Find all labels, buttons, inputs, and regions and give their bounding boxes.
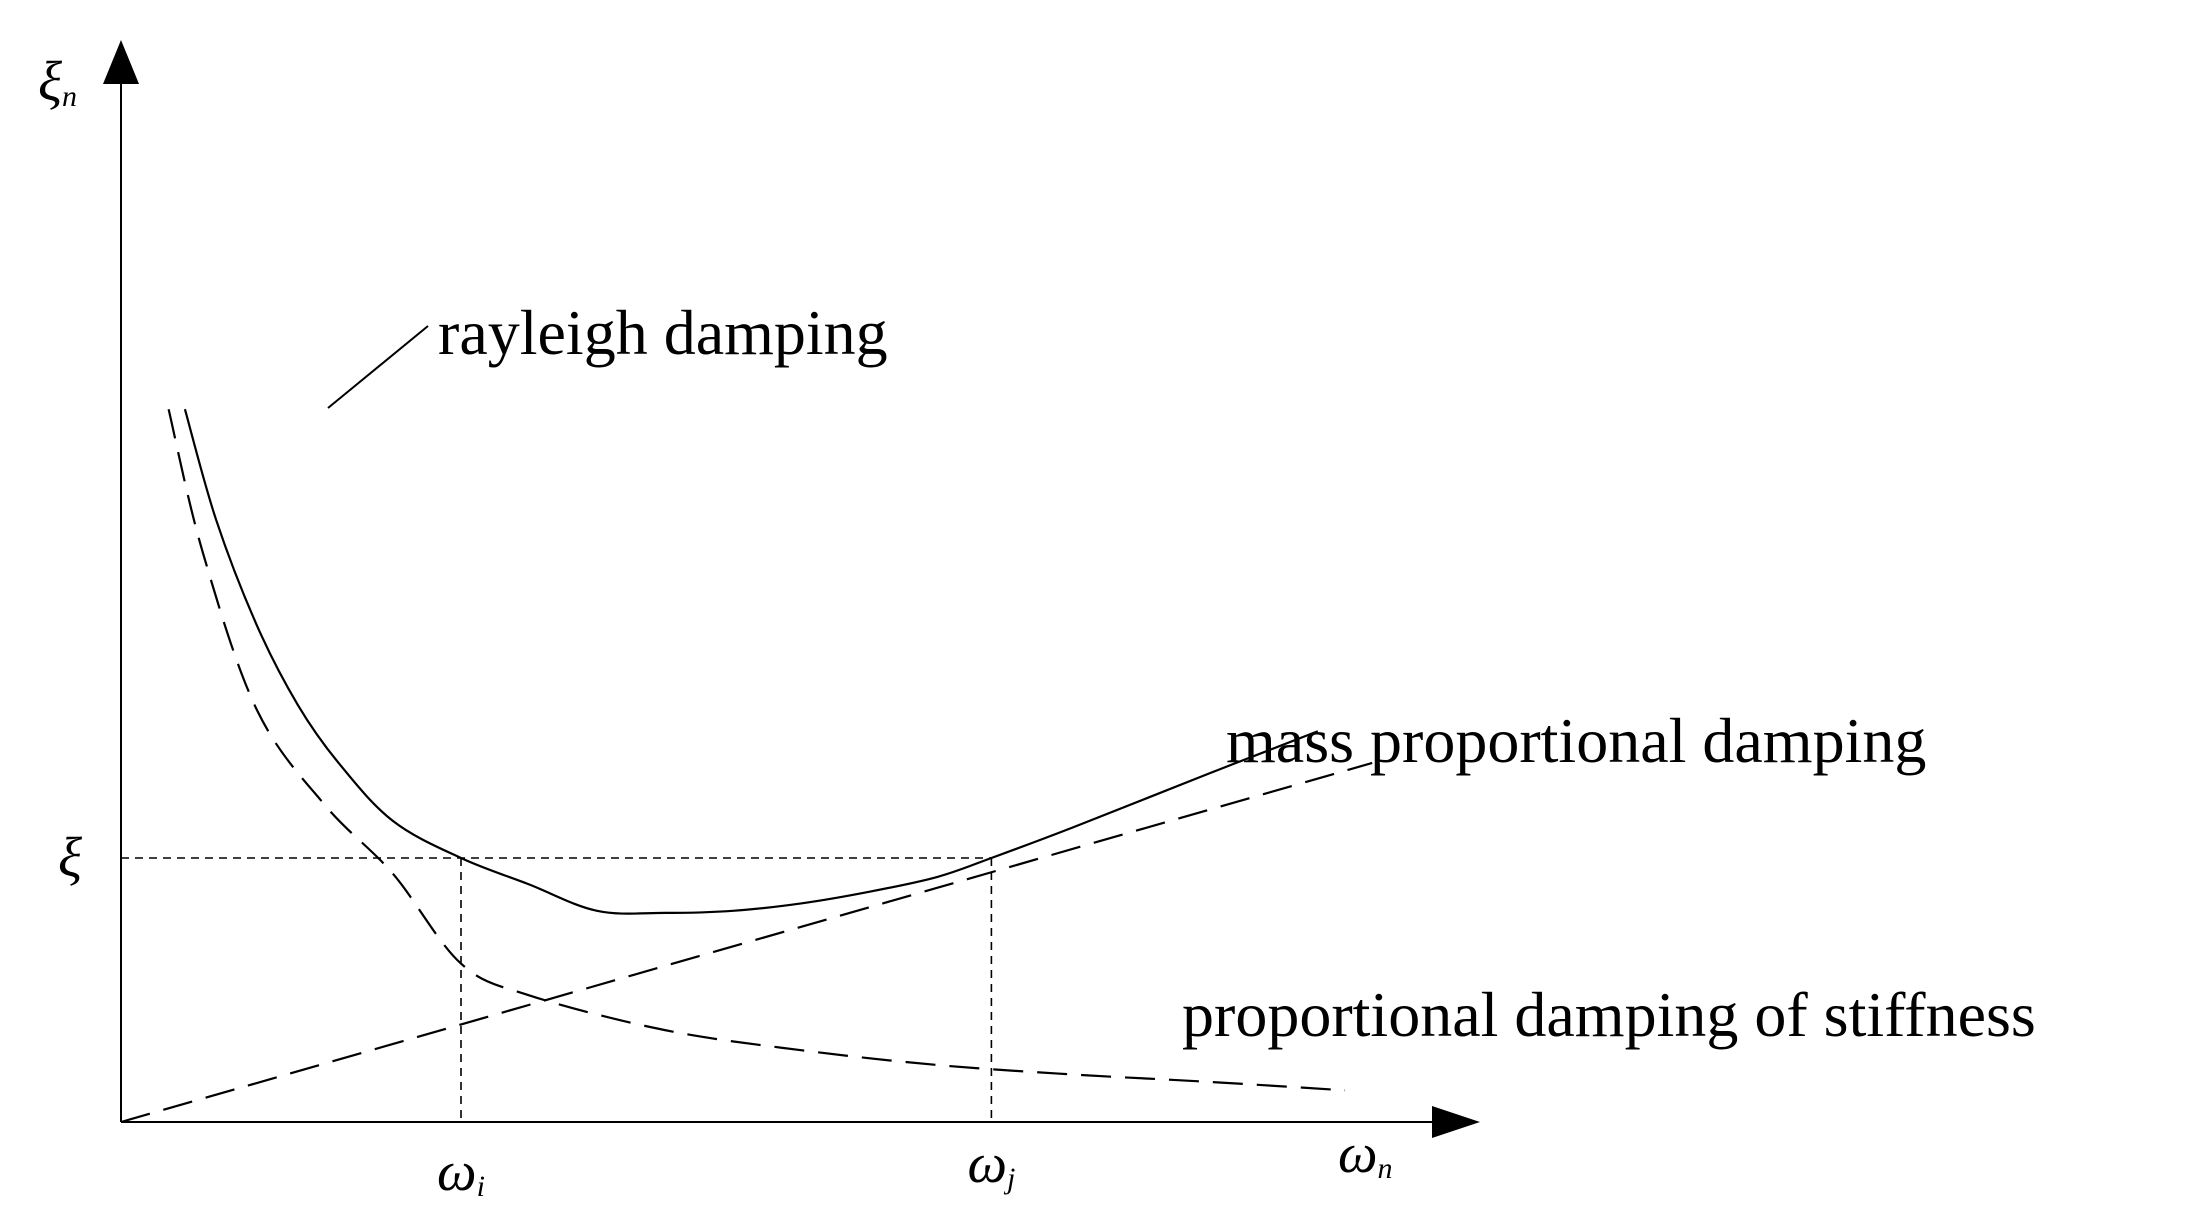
series-proportional-damping-of-stiffness [167,408,1346,1092]
annotation-mass-proportional-damping: mass proportional damping [1226,705,1926,776]
y-axis-label-symbol: ξ [38,51,62,113]
reference-lines [121,857,993,1122]
y-axis-arrow [103,40,139,84]
x-axis-label-subscript: n [1378,1152,1393,1185]
rayleigh-leader-line [327,325,429,409]
series-mass-proportional-damping [120,761,1373,1124]
y-tick-label-xi: ξ [58,827,82,889]
x-axis-label-symbol: ω [1338,1123,1378,1185]
y-axis-label-subscript: n [62,80,77,113]
x-tick-label-omega-i: ωi [437,1141,485,1203]
series-layer [120,408,1373,1124]
y-axis-label: ξn [38,51,77,113]
x-axis-label: ωn [1338,1123,1393,1185]
y-tick-symbol: ξ [58,827,82,889]
x-tick-label-omega-j: ωj [967,1133,1015,1195]
annotation-rayleigh-damping: rayleigh damping [438,297,888,368]
x-axis-arrow [1432,1106,1480,1138]
x-tick-symbol: ω [967,1133,1007,1195]
x-tick-subscript: j [1003,1162,1015,1195]
annotation-proportional-damping-of-stiffness: proportional damping of stiffness [1182,979,2036,1050]
x-tick-subscript: i [477,1170,485,1203]
x-tick-symbol: ω [437,1141,477,1203]
series-rayleigh-damping [183,408,1319,915]
